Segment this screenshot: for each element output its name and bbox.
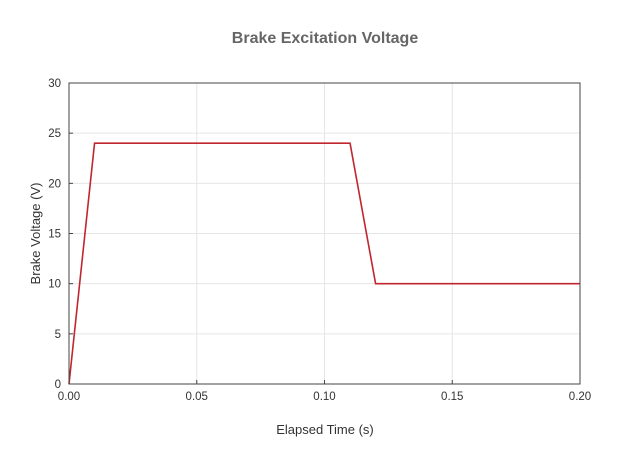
y-axis-label: Brake Voltage (V) — [28, 183, 43, 285]
y-tick-label: 20 — [48, 178, 61, 190]
y-tick-label: 10 — [48, 279, 61, 291]
x-tick-label: 0.20 — [569, 391, 591, 403]
x-tick-label: 0.15 — [441, 391, 463, 403]
x-tick-label: 0.00 — [58, 391, 80, 403]
y-tick-label: 25 — [48, 128, 61, 140]
tick-layer: 0.00 0.05 0.10 0.15 0.20 0 5 10 15 20 25 30 — [48, 78, 591, 403]
x-tick-label: 0.05 — [186, 391, 208, 403]
y-tick-label: 30 — [48, 78, 61, 90]
chart-title: Brake Excitation Voltage — [232, 30, 419, 47]
series-layer — [68, 142, 580, 385]
x-tick-label: 0.10 — [313, 391, 335, 403]
series-line-voltage — [68, 142, 580, 385]
y-tick-label: 15 — [48, 229, 61, 241]
y-tick-label: 0 — [55, 379, 61, 391]
grid — [68, 82, 581, 385]
x-axis-label: Elapsed Time (s) — [276, 422, 374, 437]
y-tick-label: 5 — [55, 329, 61, 341]
